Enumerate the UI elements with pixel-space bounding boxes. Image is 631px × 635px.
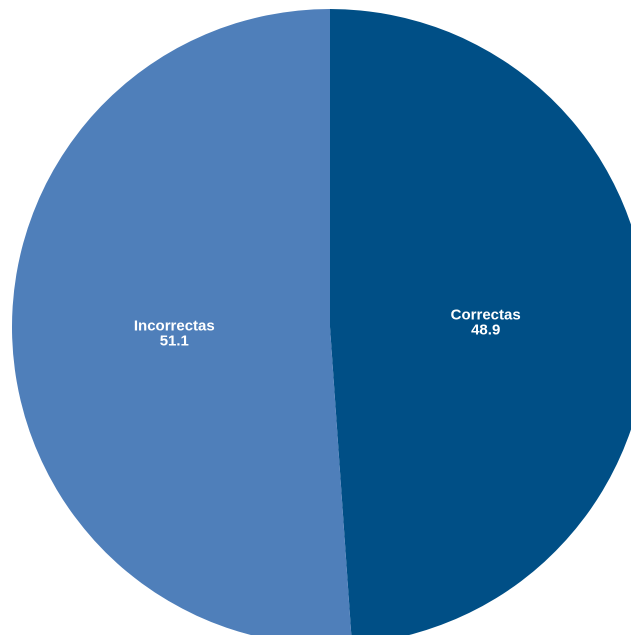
pie-label-value-correctas: 48.9 <box>471 322 500 339</box>
pie-slices <box>12 9 631 635</box>
pie-slice-correctas <box>330 9 631 635</box>
pie-label-value-incorrectas: 51.1 <box>160 332 189 349</box>
pie-slice-incorrectas <box>12 9 352 635</box>
pie-label-category-incorrectas: Incorrectas <box>134 317 215 334</box>
pie-label-category-correctas: Correctas <box>451 307 521 324</box>
